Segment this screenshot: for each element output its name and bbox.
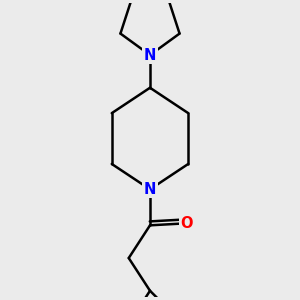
Text: N: N	[144, 182, 156, 197]
Text: O: O	[180, 216, 193, 231]
Text: N: N	[144, 47, 156, 62]
